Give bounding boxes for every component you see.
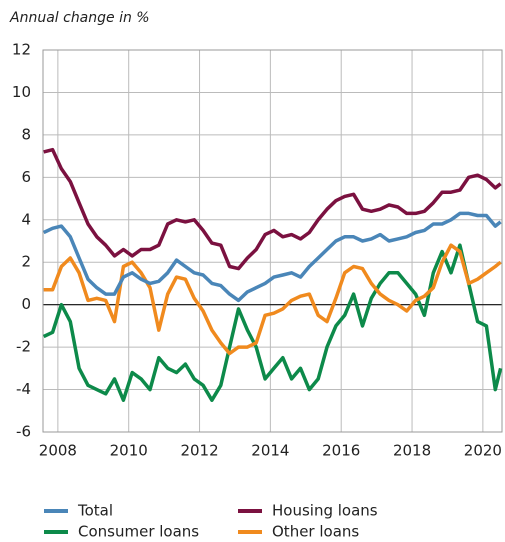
series-line	[42, 211, 502, 303]
y-tick-label: 0	[21, 295, 31, 313]
y-tick-label: -4	[16, 380, 31, 398]
x-tick-label: 2016	[322, 442, 360, 460]
x-tick-label: 2018	[393, 442, 431, 460]
y-tick-label: 4	[21, 210, 31, 228]
y-tick-label: -2	[16, 338, 31, 356]
legend-label: Consumer loans	[78, 523, 199, 541]
series-line	[42, 243, 503, 402]
legend-label: Total	[77, 502, 113, 520]
x-tick-label: 2010	[110, 442, 148, 460]
x-tick-label: 2012	[180, 442, 218, 460]
series-line	[43, 147, 502, 271]
y-tick-label: 10	[12, 83, 31, 101]
x-tick-label: 2020	[464, 442, 502, 460]
y-tick-label: -6	[16, 423, 31, 441]
y-tick-label: 12	[12, 41, 31, 59]
x-tick-label: 2014	[251, 442, 289, 460]
y-tick-label: 6	[21, 168, 31, 186]
chart-title: Annual change in %	[9, 10, 150, 26]
legend-label: Housing loans	[272, 502, 378, 520]
legend-label: Other loans	[272, 523, 359, 541]
x-tick-label: 2008	[39, 442, 77, 460]
y-tick-label: 8	[21, 125, 31, 143]
series-line	[43, 243, 502, 356]
y-tick-label: 2	[21, 253, 31, 271]
plot-frame	[42, 49, 503, 433]
